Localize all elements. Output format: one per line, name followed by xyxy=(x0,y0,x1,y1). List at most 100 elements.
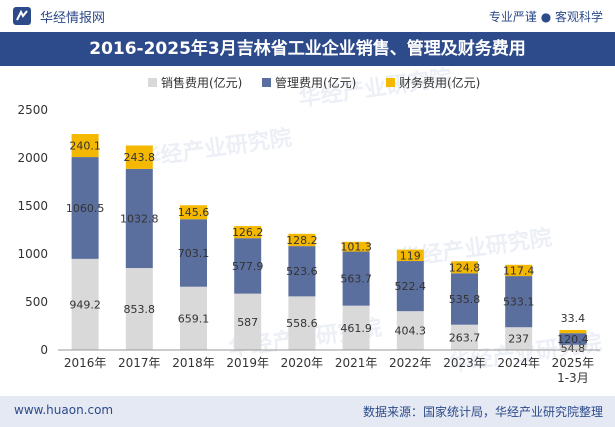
y-tick-label: 1000 xyxy=(17,247,48,261)
x-tick-label: 2022年 xyxy=(389,356,432,370)
bar-segment xyxy=(559,329,587,334)
x-tick-label-line: 2021年 xyxy=(335,356,378,370)
data-label: 563.7 xyxy=(340,273,372,286)
x-tick-label-line: 1-3月 xyxy=(557,371,589,385)
y-tick-label: 0 xyxy=(40,343,48,357)
x-tick-label-line: 2019年 xyxy=(226,356,269,370)
data-label: 404.3 xyxy=(395,325,427,338)
tagline: 专业严谨 ● 客观科学 xyxy=(488,10,603,24)
legend-swatch xyxy=(148,78,157,87)
legend-swatch xyxy=(262,78,271,87)
x-tick-label: 2018年 xyxy=(172,356,215,370)
data-label: 703.1 xyxy=(178,247,210,260)
bar-segment xyxy=(559,333,587,345)
data-label: 523.6 xyxy=(286,265,318,278)
bar-segment xyxy=(234,293,262,350)
legend-label: 管理费用(亿元) xyxy=(275,75,356,90)
bar-segment xyxy=(180,219,207,287)
x-tick-label: 2024年 xyxy=(497,356,540,370)
x-tick-label-line: 2025年 xyxy=(552,356,595,370)
data-label: 119 xyxy=(400,249,421,262)
data-label: 535.8 xyxy=(449,293,481,306)
bar-segment xyxy=(288,246,316,297)
data-label: 587 xyxy=(237,316,258,329)
data-label: 558.6 xyxy=(286,317,318,330)
x-tick-label: 2021年 xyxy=(335,356,378,370)
bar-segment xyxy=(451,324,478,350)
data-label: 1032.8 xyxy=(120,212,159,225)
bar-segment xyxy=(71,134,99,158)
bar-segment xyxy=(71,157,99,259)
legend-label: 财务费用(亿元) xyxy=(399,75,480,90)
top-bar: 华经情报网 专业严谨 ● 客观科学 xyxy=(0,0,615,32)
x-tick-label-line: 2024年 xyxy=(497,356,540,370)
x-tick-label: 2020年 xyxy=(281,356,324,370)
data-label: 1060.5 xyxy=(66,202,105,215)
data-label: 533.1 xyxy=(503,296,535,309)
bar-segment xyxy=(234,226,262,239)
footer-source: 数据来源：国家统计局，华经产业研究院整理 xyxy=(362,405,603,419)
data-label: 126.2 xyxy=(232,226,264,239)
bar-segment xyxy=(505,264,533,277)
bar-segment xyxy=(71,258,99,350)
data-label: 577.9 xyxy=(232,260,264,273)
data-label: 522.4 xyxy=(395,280,427,293)
legend-label: 销售费用(亿元) xyxy=(161,75,242,90)
bar-segment xyxy=(180,205,207,220)
bar-segment xyxy=(396,249,424,262)
x-tick-label-line: 2016年 xyxy=(64,356,107,370)
data-label: 853.8 xyxy=(124,303,156,316)
legend-swatch xyxy=(386,78,395,87)
x-tick-label: 2025年 1-3月 xyxy=(552,356,595,385)
legend: 销售费用(亿元) 管理费用(亿元) 财务费用(亿元) xyxy=(148,75,480,90)
bar-segment xyxy=(288,233,316,247)
x-tick-label-line: 2023年 xyxy=(443,356,486,370)
x-tick-label-line: 2017年 xyxy=(118,356,161,370)
y-tick-label: 2500 xyxy=(17,103,48,117)
x-tick-label: 2017年 xyxy=(118,356,161,370)
data-label: 461.9 xyxy=(340,322,372,335)
y-tick-label: 500 xyxy=(25,295,48,309)
brand-name: 华经情报网 xyxy=(40,11,106,26)
data-label: 949.2 xyxy=(69,298,101,311)
y-tick-label: 2000 xyxy=(17,151,48,165)
x-tick-label-line: 2020年 xyxy=(281,356,324,370)
stacked-bar-chart: 华经产业研究院华经产业研究院华经产业研究院华经产业研究院华经产业研究院 销售费用… xyxy=(17,66,603,385)
bar-segment xyxy=(342,305,370,350)
y-axis: 0 500 1000 1500 2000 2500 xyxy=(17,103,48,357)
bar-segment xyxy=(288,296,316,350)
data-label: 101.3 xyxy=(340,241,372,254)
x-tick-label-line: 2018年 xyxy=(172,356,215,370)
data-label: 237 xyxy=(508,333,529,346)
x-tick-label-line: 2022年 xyxy=(389,356,432,370)
bar-segment xyxy=(505,276,533,328)
data-label: 54.8 xyxy=(561,342,586,355)
bar-segment xyxy=(342,251,370,306)
x-tick-label: 2019年 xyxy=(226,356,269,370)
data-label: 117.4 xyxy=(503,264,535,277)
bar-segment xyxy=(505,327,533,350)
bar-segment xyxy=(396,311,424,350)
bar-segment xyxy=(451,261,478,274)
bar-segment xyxy=(234,238,262,294)
bars: 949.2 1060.5 240.1 853.8 1032.8 243.8 659.1 703… xyxy=(66,134,589,355)
data-label: 33.4 xyxy=(561,312,586,325)
data-label: 145.6 xyxy=(178,206,210,219)
data-label: 128.2 xyxy=(286,234,318,247)
data-label: 124.8 xyxy=(449,261,481,274)
y-tick-label: 1500 xyxy=(17,199,48,213)
x-axis: 2016年 2017年 2018年 2019年 2020年 2021年 2022年 2023年… xyxy=(58,349,600,385)
x-tick-label: 2023年 xyxy=(443,356,486,370)
data-label: 240.1 xyxy=(69,140,101,153)
brand-logo-icon xyxy=(13,7,31,25)
bar-segment xyxy=(125,268,153,350)
chart-title: 2016-2025年3月吉林省工业企业销售、管理及财务费用 xyxy=(0,32,615,66)
bar-segment xyxy=(451,273,478,325)
data-label: 659.1 xyxy=(178,312,210,325)
bar-segment xyxy=(559,344,587,350)
watermark-text: 华经产业研究院 xyxy=(137,125,293,172)
bar-segment xyxy=(396,261,424,312)
data-label: 263.7 xyxy=(449,331,481,344)
bar-segment xyxy=(125,168,153,269)
bar-segment xyxy=(342,241,370,252)
